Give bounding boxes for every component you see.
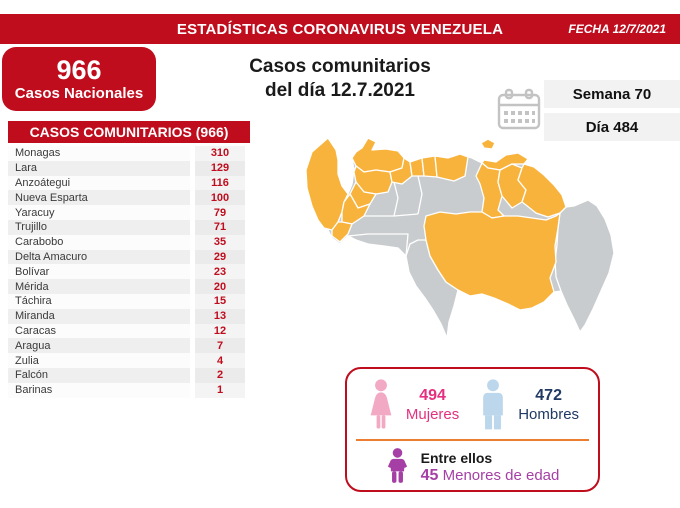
female-group: 494 Mujeres — [366, 378, 459, 432]
state-name-cell: Falcón — [8, 367, 190, 383]
state-value-cell: 23 — [195, 264, 245, 280]
table-row: Monagas 310 — [8, 146, 252, 161]
male-texts: 472 Hombres — [518, 386, 579, 424]
state-name-cell: Monagas — [8, 146, 190, 161]
map-region-zulia — [305, 137, 349, 231]
male-group: 472 Hombres — [478, 378, 579, 432]
header-bar: ESTADÍSTICAS CORONAVIRUS VENEZUELA FECHA… — [0, 14, 680, 44]
table-row: Falcón 2 — [8, 367, 252, 383]
state-name-cell: Aragua — [8, 338, 190, 354]
table-row: Mérida 20 — [8, 279, 252, 294]
state-name-cell: Anzoátegui — [8, 175, 190, 191]
table-row: Carabobo 35 — [8, 234, 252, 250]
female-texts: 494 Mujeres — [406, 386, 459, 424]
state-value-cell: 116 — [195, 175, 245, 191]
state-name-cell: Miranda — [8, 308, 190, 324]
minors-label: Menores de edad — [442, 467, 560, 484]
state-value-cell: 1 — [195, 382, 245, 398]
table-row: Nueva Esparta 100 — [8, 190, 252, 206]
minors-count: 45 — [420, 467, 439, 484]
venezuela-map — [298, 136, 620, 355]
map-region-bolivar — [423, 211, 561, 311]
state-name-cell: Lara — [8, 160, 190, 176]
state-value-cell: 4 — [195, 353, 245, 368]
gender-row: 494 Mujeres 472 Hombres — [347, 369, 598, 437]
table-row: Bolívar 23 — [8, 264, 252, 280]
table-row: Lara 129 — [8, 160, 252, 176]
female-icon — [370, 379, 392, 429]
table-row: Anzoátegui 116 — [8, 175, 252, 191]
female-count: 494 — [419, 387, 446, 404]
page-title-line2: del día 12.7.2021 — [265, 80, 415, 101]
minors-row: Entre ellos 45 Menores de edad — [347, 441, 598, 487]
table-row: Miranda 13 — [8, 308, 252, 324]
map-region-anzoategui — [475, 162, 505, 219]
minors-texts: Entre ellos 45 Menores de edad — [421, 450, 560, 484]
map-region-miranda — [434, 153, 469, 182]
map-region-esequibo — [554, 199, 615, 333]
table-row: Trujillo 71 — [8, 219, 252, 235]
state-value-cell: 2 — [195, 367, 245, 383]
state-value-cell: 29 — [195, 249, 245, 265]
header-date: FECHA 12/7/2021 — [568, 22, 666, 36]
state-value-cell: 12 — [195, 323, 245, 339]
week-badge: Semana 70 — [544, 80, 680, 108]
state-value-cell: 79 — [195, 205, 245, 220]
map-region-merida — [341, 193, 371, 225]
national-cases-label: Casos Nacionales — [14, 84, 144, 102]
table-row: Barinas 1 — [8, 382, 252, 398]
state-name-cell: Zulia — [8, 353, 190, 368]
table-row: Caracas 12 — [8, 323, 252, 339]
female-label: Mujeres — [405, 406, 460, 423]
state-value-cell: 35 — [195, 234, 245, 250]
state-value-cell: 129 — [195, 160, 245, 176]
minors-line: 45 Menores de edad — [421, 467, 560, 484]
state-name-cell: Mérida — [8, 279, 190, 294]
national-cases-value: 966 — [56, 54, 102, 85]
map-region-tachira — [331, 221, 353, 243]
state-value-cell: 15 — [195, 293, 245, 309]
table-row: Táchira 15 — [8, 293, 252, 309]
state-value-cell: 310 — [195, 146, 245, 161]
state-value-cell: 20 — [195, 279, 245, 294]
gender-breakdown-box: 494 Mujeres 472 Hombres — [345, 367, 600, 492]
state-name-cell: Bolívar — [8, 264, 190, 280]
page-title-line1: Casos comunitarios — [249, 56, 431, 77]
male-label: Hombres — [518, 406, 580, 423]
state-name-cell: Nueva Esparta — [8, 190, 190, 206]
map-region-nueva-esparta — [480, 138, 496, 150]
state-name-cell: Trujillo — [8, 219, 190, 235]
national-cases-box: 966 Casos Nacionales — [2, 47, 156, 111]
map-region-falcon — [351, 137, 405, 173]
state-value-cell: 71 — [195, 219, 245, 235]
day-badge: Día 484 — [544, 113, 680, 141]
state-value-cell: 100 — [195, 190, 245, 206]
header-title: ESTADÍSTICAS CORONAVIRUS VENEZUELA — [176, 20, 504, 38]
page-title: Casos comunitarios del día 12.7.2021 — [205, 55, 475, 103]
table-row: Aragua 7 — [8, 338, 252, 354]
state-value-cell: 13 — [195, 308, 245, 324]
divider — [356, 439, 589, 441]
state-name-cell: Táchira — [8, 293, 190, 309]
state-value-cell: 7 — [195, 338, 245, 354]
male-icon — [483, 379, 504, 430]
table-row: Zulia 4 — [8, 353, 252, 368]
state-name-cell: Barinas — [8, 382, 190, 398]
calendar-icon — [496, 88, 542, 132]
map-region-lara — [353, 165, 393, 195]
table-row: Yaracuy 79 — [8, 205, 252, 220]
state-name-cell: Delta Amacuro — [8, 249, 190, 265]
male-count: 472 — [535, 387, 562, 404]
state-name-cell: Caracas — [8, 323, 190, 339]
state-name-cell: Carabobo — [8, 234, 190, 250]
community-table-title: CASOS COMUNITARIOS (966) — [8, 121, 250, 143]
community-table: Monagas 310 Lara 129 Anzoátegui 116 Nuev… — [8, 146, 252, 398]
child-icon — [387, 448, 407, 483]
state-name-cell: Yaracuy — [8, 205, 190, 220]
table-row: Delta Amacuro 29 — [8, 249, 252, 265]
minors-intro: Entre ellos — [420, 450, 493, 466]
